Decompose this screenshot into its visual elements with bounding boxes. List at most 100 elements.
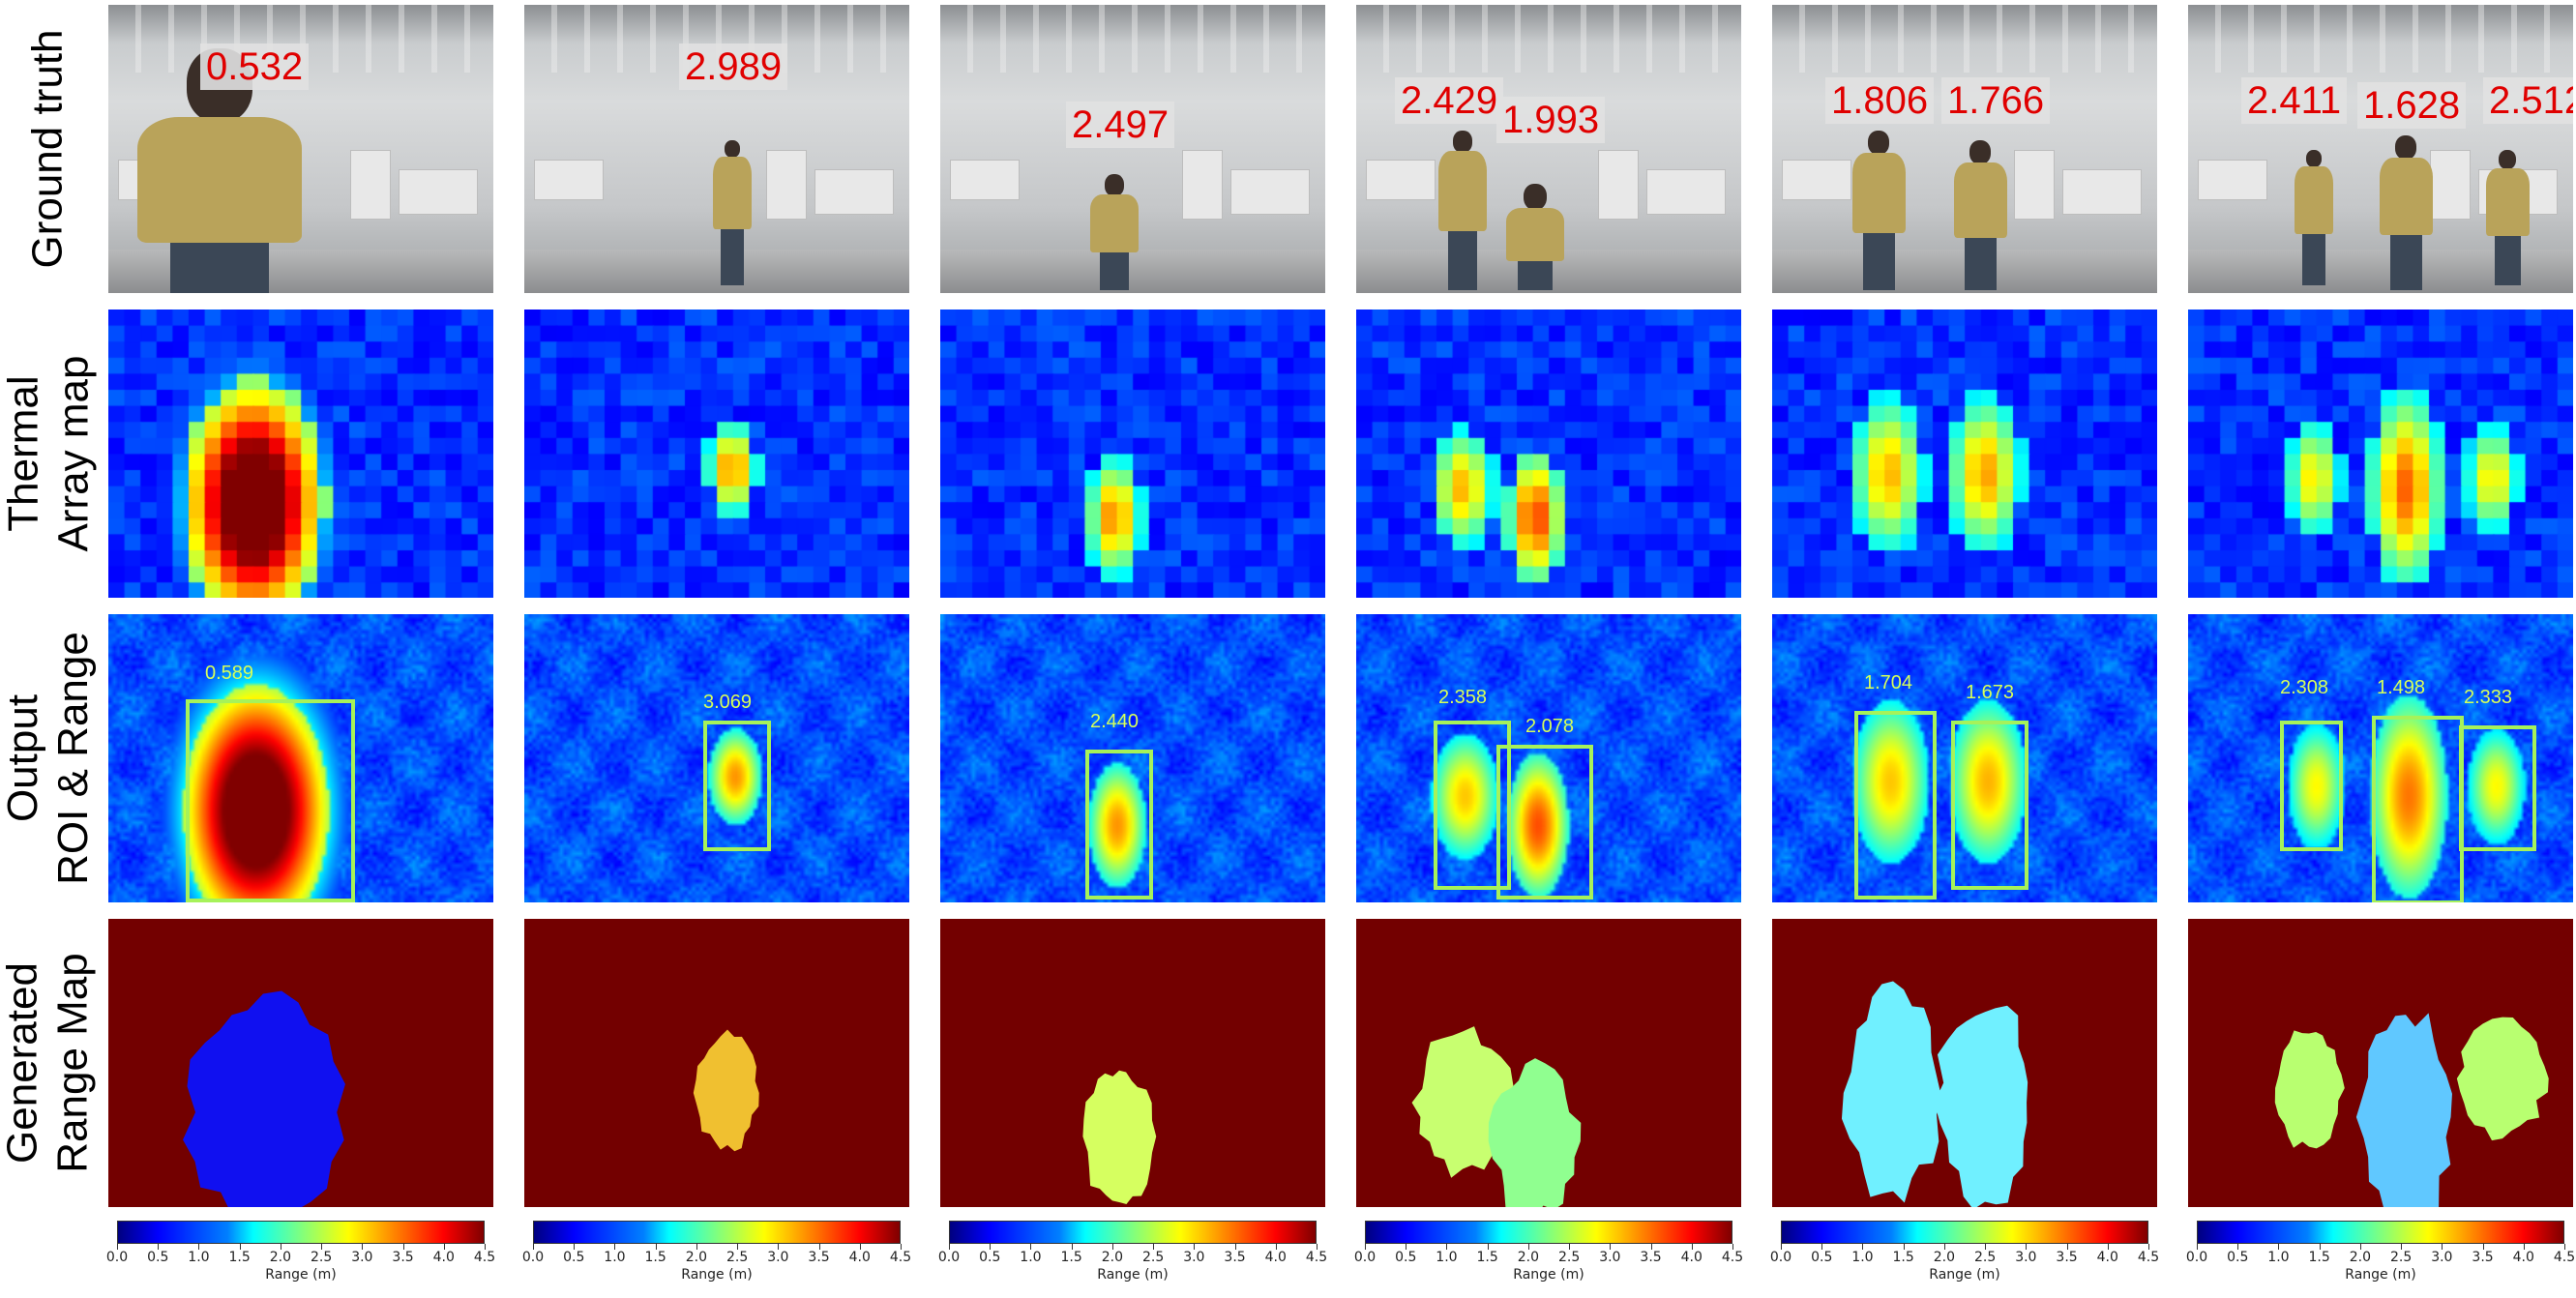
colorbar-tick — [1781, 1244, 1782, 1250]
range-colorbar: 0.0 0.5 1.0 1.5 2.0 2.5 3.0 3.5 4.0 4.5 Range (m) — [2186, 1221, 2575, 1288]
colorbar-tick-label: 2.0 — [1101, 1250, 1124, 1265]
colorbar-tick — [990, 1244, 992, 1250]
predicted-range-label: 1.673 — [1966, 682, 2015, 703]
colorbar-tick-label: 1.5 — [1060, 1250, 1082, 1265]
colorbar-tick-label: 4.0 — [2096, 1250, 2118, 1265]
roi-bounding-box — [1085, 750, 1153, 900]
colorbar-tick-label: 3.0 — [1599, 1250, 1621, 1265]
person-range-region — [693, 1029, 759, 1152]
thermal-array-map — [1772, 310, 2157, 598]
colorbar-tick-label: 0.0 — [937, 1250, 961, 1265]
ground-truth-range-label: 1.766 — [1941, 77, 2051, 124]
person-range-region — [1934, 1005, 2028, 1207]
colorbar-tick — [859, 1244, 861, 1250]
colorbar-tick-label: 0.5 — [1811, 1250, 1833, 1265]
colorbar-tick-label: 2.5 — [1973, 1250, 1997, 1265]
colorbar-gradient — [533, 1221, 901, 1244]
row-label-text: Generated — [0, 962, 47, 1164]
person-figure — [713, 140, 752, 285]
generated-range-map — [1772, 919, 2157, 1207]
colorbar-tick — [443, 1244, 445, 1250]
colorbar-tick — [1610, 1244, 1612, 1250]
row-label-text: Output — [0, 693, 46, 823]
colorbar-tick — [696, 1244, 697, 1250]
colorbar-tick — [2319, 1244, 2321, 1250]
colorbar-tick-label: 1.5 — [2308, 1250, 2330, 1265]
colorbar-tick — [778, 1244, 780, 1250]
colorbar-tick — [1691, 1244, 1693, 1250]
colorbar-tick — [362, 1244, 364, 1250]
generated-range-map — [108, 919, 493, 1207]
colorbar-tick — [1446, 1244, 1448, 1250]
ground-truth-photo: 2.497 — [940, 5, 1325, 293]
predicted-range-label: 2.333 — [2464, 687, 2513, 708]
colorbar-tick — [1985, 1244, 1987, 1250]
generated-range-map — [2188, 919, 2573, 1207]
person-range-region — [2274, 1030, 2345, 1149]
colorbar-tick-label: 3.5 — [392, 1250, 414, 1265]
range-colorbar: 0.0 0.5 1.0 1.5 2.0 2.5 3.0 3.5 4.0 4.5 Range (m) — [106, 1221, 495, 1288]
roi-bounding-box — [2280, 721, 2343, 851]
colorbar-tick — [1317, 1244, 1318, 1250]
colorbar-tick-label: 2.5 — [1557, 1250, 1581, 1265]
generated-range-map — [1356, 919, 1741, 1207]
colorbar-tick-label: 4.5 — [2553, 1250, 2576, 1265]
row-label-text: Range Map — [49, 953, 98, 1173]
colorbar-label: Range (m) — [2345, 1267, 2416, 1283]
colorbar-tick-label: 0.5 — [979, 1250, 1001, 1265]
colorbar-tick-label: 3.0 — [351, 1250, 373, 1265]
colorbar-tick — [818, 1244, 820, 1250]
output-roi-map: 2.358 2.078 — [1356, 614, 1741, 902]
row-label-text: Array map — [49, 355, 98, 552]
person-figure — [2295, 150, 2333, 285]
colorbar-tick-label: 0.5 — [2227, 1250, 2249, 1265]
person-figure — [2485, 150, 2530, 285]
colorbar-tick-label: 1.5 — [1476, 1250, 1498, 1265]
colorbar-tick-label: 4.0 — [2512, 1250, 2534, 1265]
colorbar-tick — [614, 1244, 616, 1250]
person-range-region — [1488, 1058, 1582, 1207]
colorbar-tick — [2523, 1244, 2525, 1250]
predicted-range-label: 0.589 — [205, 663, 254, 684]
colorbar-tick — [1365, 1244, 1366, 1250]
colorbar-tick-label: 0.0 — [521, 1250, 545, 1265]
predicted-range-label: 2.358 — [1438, 687, 1488, 708]
ground-truth-range-label: 2.989 — [679, 44, 788, 90]
colorbar-tick — [1650, 1244, 1652, 1250]
colorbar-tick-label: 0.5 — [147, 1250, 169, 1265]
thermal-array-map — [108, 310, 493, 598]
colorbar-tick — [2197, 1244, 2198, 1250]
colorbar-tick — [2401, 1244, 2403, 1250]
person-range-region — [1841, 981, 1941, 1203]
colorbar-tick-label: 4.0 — [1680, 1250, 1703, 1265]
roi-bounding-box — [1434, 721, 1511, 890]
colorbar-tick — [737, 1244, 739, 1250]
ground-truth-range-label: 2.411 — [2241, 77, 2348, 124]
colorbar-tick — [2482, 1244, 2484, 1250]
generated-range-map — [524, 919, 909, 1207]
colorbar-tick — [574, 1244, 576, 1250]
colorbar-tick — [1821, 1244, 1823, 1250]
thermal-array-map — [940, 310, 1325, 598]
row-label-output: Output ROI & Range — [0, 614, 97, 902]
colorbar-tick-label: 2.5 — [2389, 1250, 2413, 1265]
person-figure — [1090, 174, 1139, 290]
colorbar-tick-label: 2.5 — [725, 1250, 749, 1265]
colorbar-label: Range (m) — [1513, 1267, 1584, 1283]
colorbar-label: Range (m) — [1929, 1267, 2000, 1283]
roi-bounding-box — [2459, 725, 2536, 851]
ground-truth-range-label: 1.993 — [1496, 97, 1606, 143]
output-roi-map: 1.704 1.673 — [1772, 614, 2157, 902]
colorbar-tick-label: 4.0 — [1264, 1250, 1287, 1265]
thermal-array-map — [524, 310, 909, 598]
colorbar-gradient — [2197, 1221, 2564, 1244]
colorbar-tick-label: 3.0 — [767, 1250, 789, 1265]
predicted-range-label: 1.498 — [2377, 677, 2426, 698]
colorbar-tick-label: 3.0 — [2431, 1250, 2453, 1265]
colorbar-tick-label: 3.5 — [2472, 1250, 2494, 1265]
colorbar-label: Range (m) — [265, 1267, 337, 1283]
output-roi-map: 3.069 — [524, 614, 909, 902]
colorbar-tick — [485, 1244, 486, 1250]
colorbar-tick-label: 4.0 — [848, 1250, 871, 1265]
colorbar-tick — [117, 1244, 118, 1250]
